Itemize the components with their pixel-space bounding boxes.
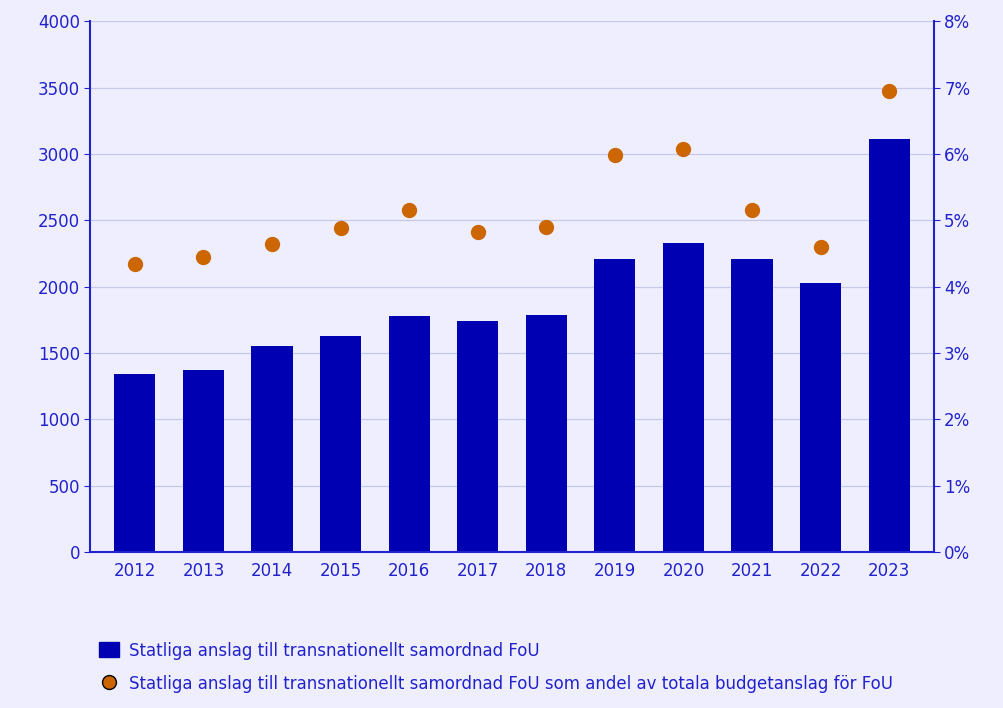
Statliga anslag till transnationellt samordnad FoU som andel av totala budgetanslag för FoU (126, 258, 142, 269)
Statliga anslag till transnationellt samordnad FoU som andel av totala budgetanslag för FoU (401, 205, 417, 216)
Bar (388, 316, 429, 552)
Bar (183, 370, 224, 552)
Bar (868, 139, 909, 552)
Bar (662, 243, 703, 552)
Statliga anslag till transnationellt samordnad FoU som andel av totala budgetanslag för FoU (811, 241, 827, 253)
Statliga anslag till transnationellt samordnad FoU som andel av totala budgetanslag för FoU (332, 222, 348, 234)
Statliga anslag till transnationellt samordnad FoU som andel av totala budgetanslag för FoU (743, 205, 759, 216)
Statliga anslag till transnationellt samordnad FoU som andel av totala budgetanslag för FoU (469, 226, 485, 237)
Bar (456, 321, 497, 552)
Statliga anslag till transnationellt samordnad FoU som andel av totala budgetanslag för FoU (675, 143, 691, 154)
Statliga anslag till transnationellt samordnad FoU som andel av totala budgetanslag för FoU (881, 85, 897, 96)
Bar (731, 259, 772, 552)
Bar (114, 375, 155, 552)
Statliga anslag till transnationellt samordnad FoU som andel av totala budgetanslag för FoU (538, 222, 554, 233)
Bar (320, 336, 361, 552)
Bar (526, 314, 567, 552)
Legend: Statliga anslag till transnationellt samordnad FoU, Statliga anslag till transna: Statliga anslag till transnationellt sam… (98, 641, 892, 692)
Bar (594, 259, 635, 552)
Bar (251, 346, 292, 552)
Statliga anslag till transnationellt samordnad FoU som andel av totala budgetanslag för FoU (196, 251, 212, 263)
Bar (799, 282, 841, 552)
Statliga anslag till transnationellt samordnad FoU som andel av totala budgetanslag för FoU (606, 149, 622, 161)
Statliga anslag till transnationellt samordnad FoU som andel av totala budgetanslag för FoU (264, 238, 280, 249)
